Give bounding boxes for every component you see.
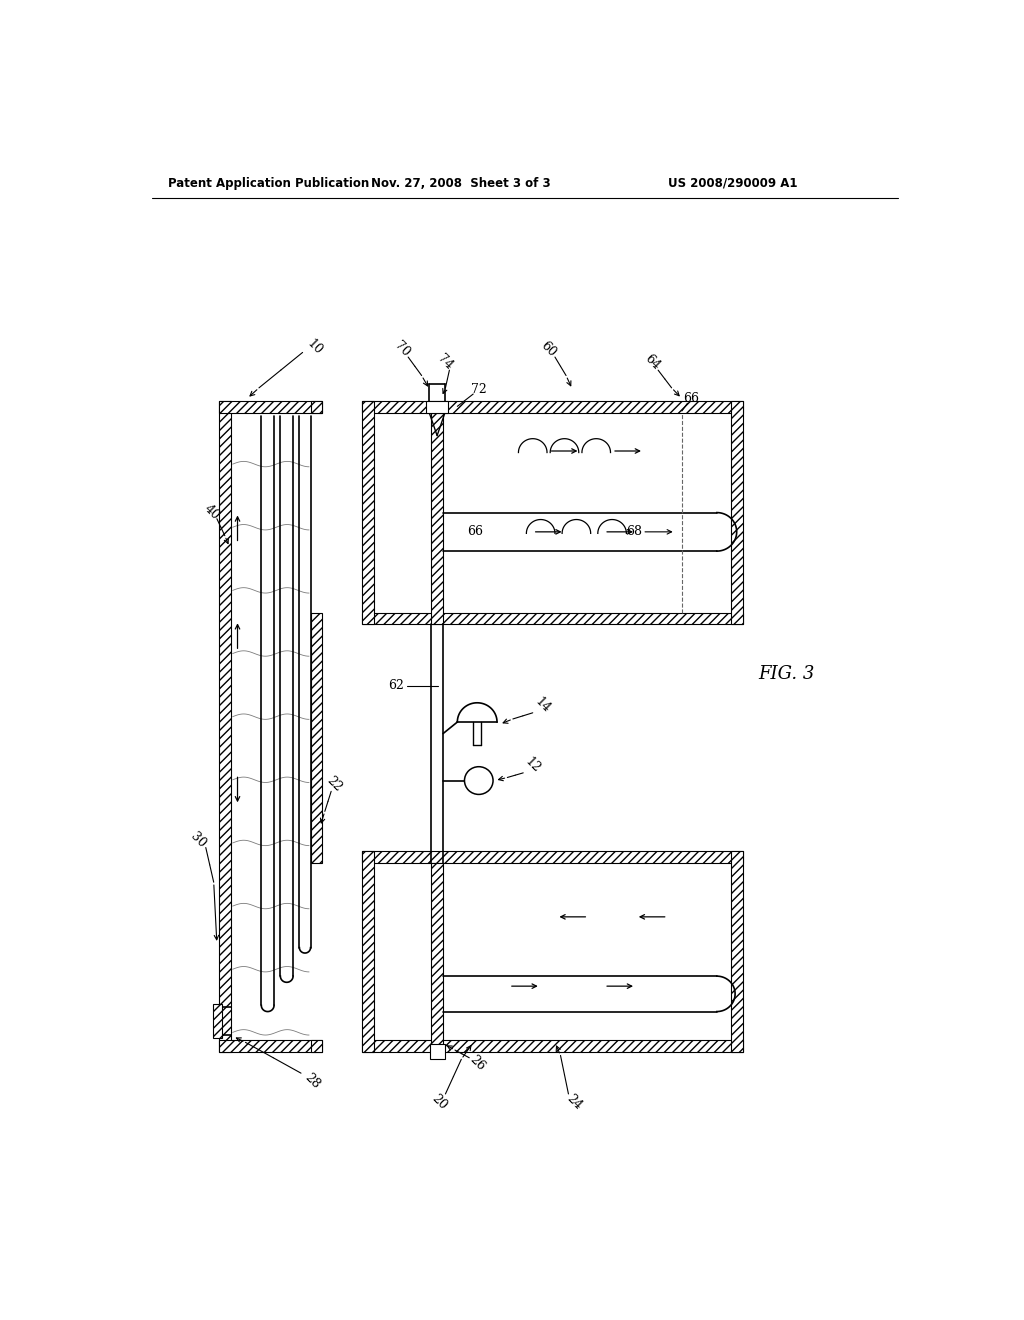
Bar — [431, 413, 443, 624]
Text: 30: 30 — [187, 829, 208, 850]
Text: 68: 68 — [627, 525, 642, 539]
Bar — [219, 1040, 323, 1052]
Bar — [362, 401, 743, 413]
Text: 20: 20 — [429, 1092, 450, 1111]
Bar — [362, 1040, 743, 1052]
Text: 24: 24 — [564, 1092, 585, 1111]
Bar — [362, 851, 374, 1052]
Text: 28: 28 — [302, 1071, 323, 1092]
Text: 10: 10 — [304, 337, 325, 358]
Text: FIG. 3: FIG. 3 — [759, 665, 815, 684]
Bar — [310, 1040, 323, 1052]
Bar — [430, 1044, 444, 1059]
Text: 22: 22 — [325, 774, 344, 793]
Bar — [362, 401, 374, 624]
Text: 74: 74 — [435, 352, 456, 372]
Text: 72: 72 — [471, 383, 486, 396]
Bar — [219, 401, 231, 1052]
Text: Patent Application Publication: Patent Application Publication — [168, 177, 369, 190]
Bar — [219, 401, 323, 413]
Text: 62: 62 — [388, 680, 404, 693]
Bar — [213, 1003, 222, 1038]
Text: 40: 40 — [201, 503, 221, 523]
Bar — [362, 612, 743, 624]
Bar — [310, 401, 323, 413]
Text: 60: 60 — [539, 339, 559, 359]
Text: 70: 70 — [391, 339, 412, 359]
Text: 26: 26 — [467, 1053, 487, 1073]
Bar — [431, 863, 443, 1052]
Text: 66: 66 — [468, 525, 483, 539]
Text: 14: 14 — [532, 694, 553, 715]
Text: Nov. 27, 2008  Sheet 3 of 3: Nov. 27, 2008 Sheet 3 of 3 — [372, 177, 551, 190]
Bar — [426, 401, 449, 413]
Bar — [310, 612, 323, 863]
Text: 66: 66 — [683, 392, 699, 405]
Bar — [731, 401, 743, 624]
Text: 12: 12 — [522, 755, 543, 775]
Text: 64: 64 — [641, 352, 663, 372]
Bar — [731, 851, 743, 1052]
Text: US 2008/290009 A1: US 2008/290009 A1 — [668, 177, 797, 190]
Bar — [362, 851, 743, 863]
